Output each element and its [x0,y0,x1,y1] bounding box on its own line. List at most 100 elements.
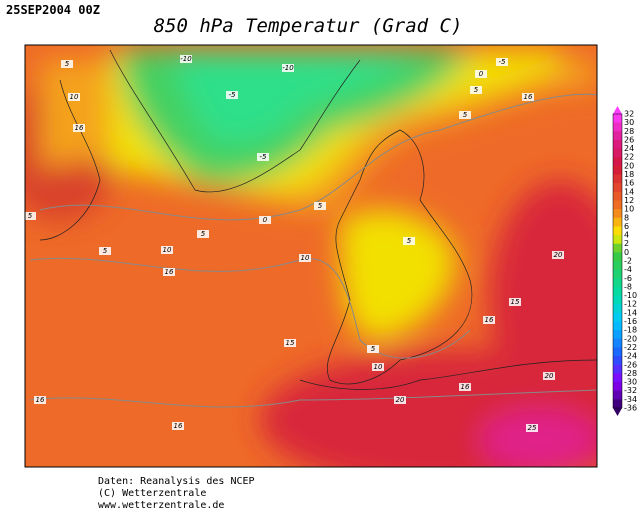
colorbar-label: 10 [624,205,634,214]
colorbar-swatch [613,157,622,167]
colorbar-swatch [613,269,622,279]
colorbar-label: 18 [624,170,634,179]
contour-label: 5 [474,86,479,94]
colorbar-label: -36 [624,404,637,413]
colorbar-swatch [613,278,622,288]
colorbar-label: -28 [624,369,637,378]
contour-label-bg [496,58,508,66]
contour-label: -10 [282,64,294,72]
colorbar-label: 22 [624,153,634,162]
contour-label-bg [226,91,238,99]
contour-label: 25 [528,424,537,432]
contour-label-bg [543,372,555,380]
colorbar-swatch [613,373,622,383]
contour-label-bg [163,268,175,276]
contour-label: 5 [65,60,70,68]
contour-label-bg [475,70,487,78]
contour-label: -5 [260,153,268,161]
colorbar-label: 26 [624,135,634,144]
colorbar-label: -18 [624,326,637,335]
contour-label: -5 [229,91,237,99]
date-label: 25SEP2004 00Z [6,3,100,17]
colorbar-swatch [613,321,622,331]
contour-label: 5 [103,247,108,255]
contour-label: -10 [180,55,192,63]
colorbar-swatch [613,183,622,193]
colorbar-frame [612,113,623,409]
contour-label-bg [68,93,80,101]
contour-label: 5 [318,202,323,210]
colorbar-label: -12 [624,300,637,309]
colorbar-label: -30 [624,378,637,387]
contour-label: 10 [301,254,310,262]
colorbar-label: -10 [624,291,637,300]
colorbar-cap [613,408,622,416]
contour-label-bg [403,237,415,245]
footer-line: (C) Wetterzentrale [98,488,206,499]
colorbar-label: -34 [624,395,637,404]
colorbar-label: 16 [624,179,634,188]
contour-label-bg [282,64,294,72]
colorbar-swatch [613,304,622,314]
colorbar-swatch [613,390,622,400]
colorbar-swatch [613,312,622,323]
colorbar-swatch [613,226,622,236]
contour-label: 0 [263,216,268,224]
colorbar-swatch [613,295,622,305]
contour-label-bg [470,86,482,94]
contour-label-bg [299,254,311,262]
contour-label-bg [259,216,271,224]
contour-label-bg [25,212,36,220]
colorbar-swatch [613,114,622,124]
contour-label: 10 [163,246,172,254]
colorbar-label: -26 [624,360,637,369]
colorbar-swatch [613,217,622,227]
contour-label-bg [483,316,495,324]
contour-label-bg [314,202,326,210]
colorbar-label: -24 [624,352,637,361]
colorbar-label: 0 [624,248,629,257]
footer-line: Daten: Reanalysis des NCEP [98,476,255,487]
temperature-field [25,50,597,467]
colorbar-label: 32 [624,110,634,119]
colorbar-label: -14 [624,308,637,317]
contour-label: 16 [461,383,470,391]
colorbar-label: -6 [624,274,632,283]
footer-line: www.wetterzentrale.de [98,500,224,510]
isotherms [29,93,597,408]
colorbar-label: 28 [624,127,634,136]
coastlines [39,49,597,390]
contour-label: 16 [165,268,174,276]
colorbar-swatch [613,252,622,262]
colorbar-cap [613,106,622,114]
colorbar-label: -4 [624,265,632,274]
colorbar-swatch [613,347,622,357]
contour-label: 16 [485,316,494,324]
colorbar-swatch [613,338,622,348]
colorbar-swatch [613,356,622,366]
contour-label-bg [552,251,564,259]
contour-label: 16 [36,396,45,404]
contour-label-bg [284,339,296,347]
contour-label-bg [459,111,471,119]
contour-label-bg [34,396,46,404]
contour-label: 15 [286,339,295,347]
contour-label: -5 [499,58,507,66]
colorbar-label: 8 [624,213,629,222]
colorbar-label: 4 [624,231,629,240]
contour-label: 16 [75,124,84,132]
colorbar-swatch [613,243,622,253]
contour-label-bg [161,246,173,254]
colorbar-swatch [613,382,622,392]
colorbar-label: 20 [624,161,634,170]
contour-label: 20 [396,396,405,404]
contour-label: 16 [524,93,533,101]
colorbar-label: 14 [624,187,634,196]
contour-label: 20 [545,372,554,380]
contour-label: 16 [174,422,183,430]
colorbar-swatch [613,139,622,150]
colorbar-swatch [613,286,622,297]
contour-label: 10 [70,93,79,101]
